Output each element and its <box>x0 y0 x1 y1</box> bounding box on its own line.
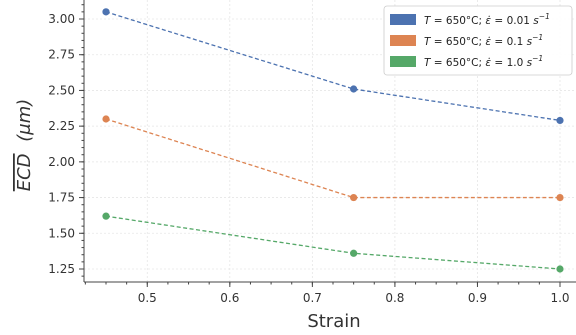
tick-marks <box>79 4 561 287</box>
series-group <box>102 8 564 273</box>
legend-swatch <box>390 14 416 25</box>
data-point-1 <box>102 8 110 16</box>
legend: T = 650°C; ε̇ = 0.01 s−1 T = 650°C; ε̇ = … <box>383 5 573 76</box>
x-axis-title: Strain <box>307 311 360 332</box>
legend-swatch <box>390 35 416 46</box>
y-tick-label: 1.25 <box>48 262 75 276</box>
y-tick-label: 1.50 <box>48 226 75 240</box>
y-tick-label: 1.75 <box>48 191 75 205</box>
y-tick-label: 2.25 <box>48 119 75 133</box>
data-point-2 <box>102 115 110 123</box>
legend-label: T = 650°C; ε̇ = 1.0 s−1 <box>424 54 543 69</box>
y-axis-title-symbol: ECD <box>14 153 35 191</box>
data-point-1 <box>350 85 358 93</box>
x-tick-label: 0.8 <box>385 291 404 305</box>
legend-swatch <box>390 56 416 67</box>
series-line-1 <box>105 11 561 122</box>
series-line-3 <box>105 215 561 270</box>
data-point-1 <box>556 116 564 125</box>
x-tick-label: 0.6 <box>220 291 239 305</box>
x-tick-label: 1.0 <box>550 291 569 305</box>
series-line-2 <box>105 118 560 199</box>
y-tick-label: 2.00 <box>48 155 75 169</box>
y-axis-title-unit: (μm) <box>14 99 35 142</box>
grid-lines <box>84 0 576 282</box>
legend-label: T = 650°C; ε̇ = 0.01 s−1 <box>424 12 550 27</box>
data-point-3 <box>102 212 110 220</box>
x-tick-label: 0.5 <box>138 291 157 305</box>
x-tick-label: 0.7 <box>303 291 322 305</box>
tick-labels: 0.5 0.6 0.7 0.8 0.9 1.0 1.25 1.50 1.75 2.00 2.25 2.… <box>48 12 569 305</box>
legend-label: T = 650°C; ε̇ = 0.1 s−1 <box>424 33 543 48</box>
axes <box>83 0 576 283</box>
y-axis-title: ECD (μm) <box>14 99 35 192</box>
y-tick-label: 2.50 <box>48 83 75 97</box>
y-tick-label: 2.75 <box>48 48 75 62</box>
data-point-2 <box>350 193 358 202</box>
x-tick-label: 0.9 <box>468 291 487 305</box>
data-point-3 <box>350 249 358 257</box>
legend-box <box>383 5 573 76</box>
data-point-3 <box>556 265 564 273</box>
svg-text:ECD (μm): ECD (μm) <box>14 99 35 192</box>
y-tick-label: 3.00 <box>48 12 75 26</box>
data-point-2 <box>556 193 564 202</box>
